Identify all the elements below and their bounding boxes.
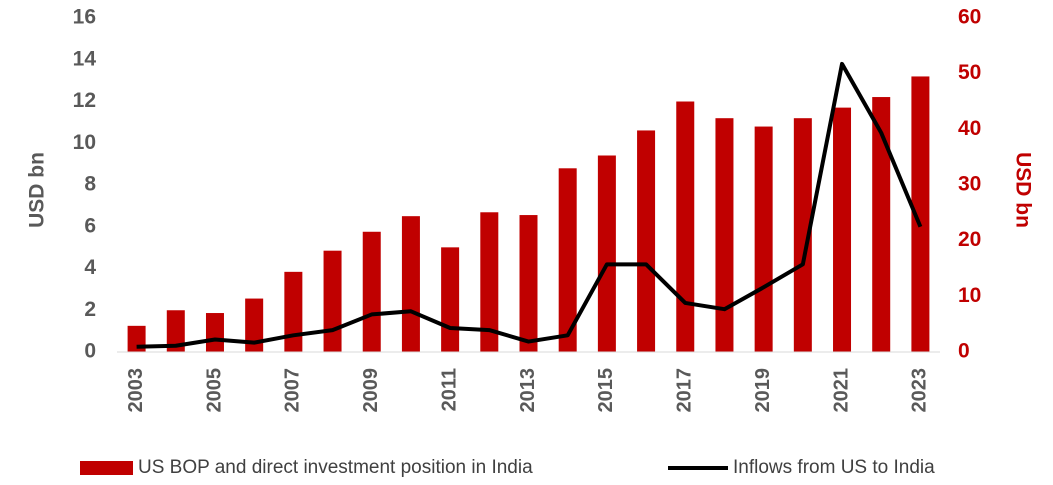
- legend-label: Inflows from US to India: [733, 457, 935, 478]
- y2-tick-label: 50: [958, 61, 981, 84]
- bar: [441, 247, 460, 352]
- bar: [401, 216, 420, 352]
- y2-tick-label: 30: [958, 173, 981, 196]
- y-tick-label: 4: [84, 256, 96, 279]
- bar: [480, 212, 499, 352]
- y2-tick-label: 40: [958, 117, 981, 140]
- x-tick-label: 2017: [674, 368, 696, 413]
- bar: [362, 231, 381, 352]
- y-tick-label: 12: [73, 89, 96, 112]
- y2-tick-label: 60: [958, 6, 981, 29]
- bar: [558, 168, 577, 352]
- x-tick-label: 2007: [282, 368, 304, 413]
- y-axis-title: USD bn: [26, 152, 49, 228]
- x-tick-label: 2021: [830, 368, 852, 413]
- bar: [245, 298, 264, 352]
- y-tick-label: 8: [84, 173, 96, 196]
- x-tick-label: 2003: [125, 368, 147, 413]
- y-tick-label: 14: [73, 47, 97, 70]
- x-tick-label: 2023: [909, 368, 931, 413]
- bar: [284, 271, 303, 352]
- x-tick-label: 2013: [517, 368, 539, 413]
- y-tick-label: 2: [84, 298, 96, 321]
- y2-axis-title: USD bn: [1011, 152, 1034, 228]
- bar: [166, 310, 185, 352]
- bar: [676, 101, 695, 352]
- y-tick-label: 10: [73, 131, 96, 154]
- bar: [637, 130, 656, 352]
- legend-swatch: [80, 461, 133, 475]
- bar: [323, 250, 342, 352]
- y-tick-label: 0: [84, 340, 96, 363]
- y-tick-label: 6: [84, 214, 96, 237]
- bar: [597, 155, 616, 352]
- bar: [519, 215, 538, 352]
- bar: [872, 97, 891, 353]
- bar: [911, 76, 930, 352]
- line: [136, 61, 923, 349]
- x-tick-label: 2015: [595, 368, 617, 413]
- bar: [715, 118, 734, 352]
- x-tick-label: 2019: [752, 368, 774, 413]
- y2-tick-label: 0: [958, 340, 970, 363]
- bar: [754, 126, 773, 352]
- bar: [833, 107, 852, 352]
- bar: [793, 118, 812, 352]
- y2-tick-label: 10: [958, 284, 981, 307]
- x-tick-label: 2009: [360, 368, 382, 413]
- x-tick-label: 2011: [438, 368, 460, 411]
- x-tick-label: 2005: [203, 368, 225, 413]
- bar: [205, 313, 224, 352]
- y2-tick-label: 20: [958, 228, 981, 251]
- y-tick-label: 16: [73, 6, 96, 29]
- legend-label: US BOP and direct investment position in…: [138, 457, 533, 478]
